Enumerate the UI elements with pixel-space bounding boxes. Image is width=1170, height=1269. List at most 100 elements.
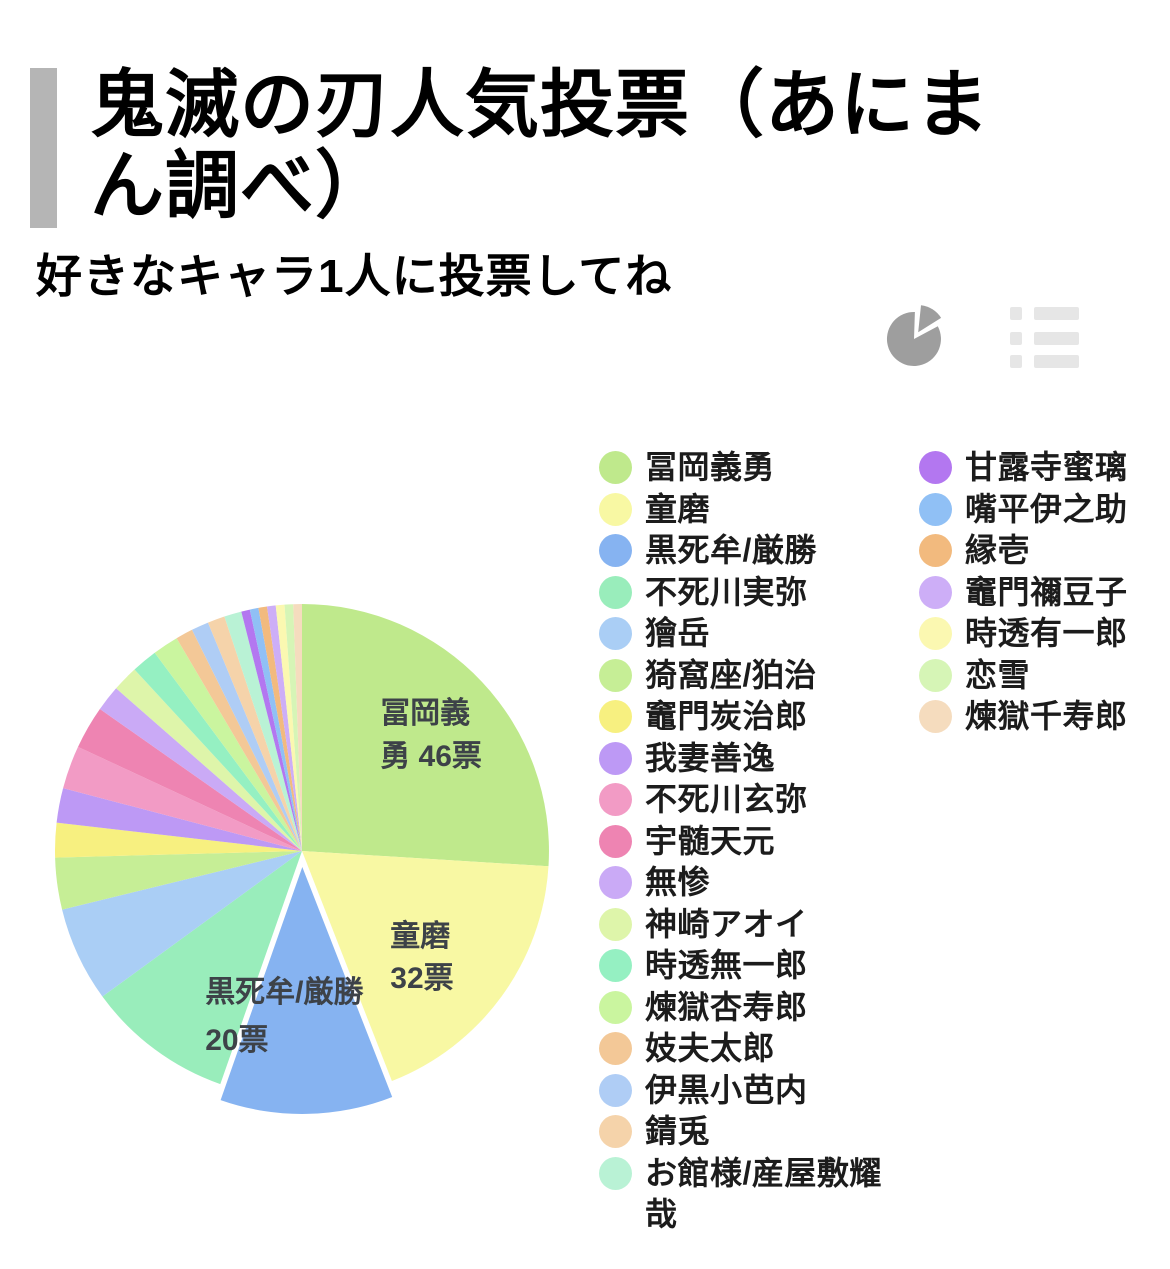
pie-slice-8[interactable] bbox=[56, 788, 302, 851]
title-accent-bar bbox=[30, 68, 57, 228]
legend-color-dot bbox=[599, 824, 632, 858]
pie-slice-label-2: 童磨 32票 bbox=[390, 919, 453, 995]
legend-color-dot bbox=[919, 700, 952, 733]
pie-slice-3[interactable] bbox=[220, 867, 393, 1114]
pie-slice-10[interactable] bbox=[78, 709, 302, 851]
pie-slice-18[interactable] bbox=[224, 611, 302, 851]
legend-column-1: 冨岡義勇童磨 黒死牟/厳勝不死川実弥 獪岳猗窩座/狛治 竈門炭治郎我妻善逸 不死川玄弥宇… bbox=[599, 447, 904, 1236]
page-title-line-1: 鬼滅の刃人気投票（あにま bbox=[90, 63, 990, 146]
list-icon bbox=[1006, 307, 1084, 371]
pie-slice-1[interactable] bbox=[302, 604, 549, 867]
legend-label: 黒死牟/厳勝 bbox=[645, 532, 817, 568]
legend-label: 縁壱 bbox=[965, 532, 1031, 568]
legend-color-dot bbox=[599, 783, 632, 816]
list-view-toggle-button[interactable] bbox=[1006, 298, 1084, 368]
legend-color-dot bbox=[599, 907, 632, 941]
legend-item-1[interactable]: 冨岡義勇 bbox=[599, 447, 904, 489]
pie-slice-21[interactable] bbox=[258, 606, 302, 852]
legend-label: 伊黒小芭内 bbox=[645, 1071, 808, 1108]
legend-color-dot bbox=[919, 575, 952, 609]
pie-slice-7[interactable] bbox=[55, 822, 302, 858]
legend-item-24[interactable]: 恋雪 bbox=[919, 655, 1164, 697]
legend-label: 猗窩座/狛治 bbox=[645, 656, 817, 693]
pie-slice-9[interactable] bbox=[63, 746, 302, 851]
pie-slice-20[interactable] bbox=[249, 607, 302, 851]
pie-slice-17[interactable] bbox=[208, 616, 302, 852]
pie-slice-14[interactable] bbox=[154, 638, 302, 851]
pie-slice-6[interactable] bbox=[55, 851, 302, 910]
pie-chart: 冨岡義勇 46票童磨 32票 黒死牟/厳勝 20票 bbox=[50, 598, 560, 1126]
legend-item-19[interactable]: 甘露寺蜜璃 bbox=[919, 447, 1164, 489]
legend-label: 甘露寺蜜璃 bbox=[965, 449, 1128, 485]
pie-slice-13[interactable] bbox=[134, 652, 303, 851]
legend-item-18[interactable]: お館様/産屋敷耀哉 bbox=[599, 1153, 904, 1236]
legend-color-dot bbox=[599, 700, 632, 733]
pie-slice-23[interactable] bbox=[275, 604, 302, 851]
legend-item-25[interactable]: 煉獄千寿郎 bbox=[919, 696, 1164, 738]
pie-view-toggle-button[interactable] bbox=[886, 298, 950, 368]
legend-color-dot bbox=[919, 492, 952, 526]
legend-column-2: 甘露寺蜜璃嘴平伊之助 縁壱竈門禰豆子 時透有一郎恋雪煉獄千寿郎 bbox=[919, 447, 1164, 738]
legend-item-20[interactable]: 嘴平伊之助 bbox=[919, 489, 1164, 531]
legend-color-dot bbox=[599, 492, 632, 526]
legend-color-dot bbox=[599, 534, 632, 567]
pie-slice-19[interactable] bbox=[241, 609, 302, 851]
legend-color-dot bbox=[599, 1073, 632, 1107]
legend-item-4[interactable]: 不死川実弥 bbox=[599, 572, 904, 614]
legend-item-21[interactable]: 縁壱 bbox=[919, 530, 1164, 572]
legend-item-11[interactable]: 無惨 bbox=[599, 862, 904, 904]
pie-slice-24[interactable] bbox=[284, 604, 303, 851]
pie-slice-5[interactable] bbox=[62, 851, 302, 997]
legend-item-7[interactable]: 竈門炭治郎 bbox=[599, 696, 904, 738]
legend-item-3[interactable]: 黒死牟/厳勝 bbox=[599, 530, 904, 572]
pie-slice-16[interactable] bbox=[192, 622, 302, 851]
legend-item-9[interactable]: 不死川玄弥 bbox=[599, 779, 904, 821]
legend-item-2[interactable]: 童磨 bbox=[599, 489, 904, 531]
legend-item-17[interactable]: 錆兎 bbox=[599, 1111, 904, 1153]
pie-slice-11[interactable] bbox=[99, 688, 303, 851]
legend-item-15[interactable]: 妓夫太郎 bbox=[599, 1028, 904, 1070]
legend-label: 獪岳 bbox=[645, 615, 711, 651]
legend-item-22[interactable]: 竈門禰豆子 bbox=[919, 572, 1164, 614]
legend-item-23[interactable]: 時透有一郎 bbox=[919, 613, 1164, 655]
legend-item-13[interactable]: 時透無一郎 bbox=[599, 945, 904, 987]
pie-slice-12[interactable] bbox=[116, 669, 302, 852]
legend-color-dot bbox=[919, 658, 952, 692]
legend-label: 時透有一郎 bbox=[965, 615, 1128, 651]
pie-slice-15[interactable] bbox=[176, 629, 302, 851]
pie-slice-label-3: 黒死牟/厳勝 20票 bbox=[205, 975, 364, 1057]
legend-label: 神崎アオイ bbox=[645, 905, 808, 942]
legend-label: 竈門炭治郎 bbox=[645, 698, 808, 734]
legend-item-14[interactable]: 煉獄杏寿郎 bbox=[599, 987, 904, 1029]
pie-slice-25[interactable] bbox=[293, 604, 302, 851]
legend-color-dot bbox=[599, 866, 632, 899]
legend-label: 妓夫太郎 bbox=[645, 1030, 776, 1066]
pie-slice-label-1: 冨岡義勇 46票 bbox=[380, 697, 482, 773]
page-subtitle: 好きなキャラ1人に投票してね bbox=[36, 250, 673, 302]
legend-color-dot bbox=[599, 949, 632, 982]
legend-label: 恋雪 bbox=[965, 656, 1031, 693]
legend-color-dot bbox=[919, 451, 952, 484]
legend-color-dot bbox=[599, 658, 632, 692]
legend-item-5[interactable]: 獪岳 bbox=[599, 613, 904, 655]
legend-label: 錆兎 bbox=[645, 1113, 711, 1149]
pie-slice-22[interactable] bbox=[267, 605, 302, 851]
legend-item-8[interactable]: 我妻善逸 bbox=[599, 738, 904, 780]
pie-slice-4[interactable] bbox=[102, 851, 303, 1085]
legend-label: 冨岡義勇 bbox=[645, 449, 776, 485]
page-title-line-2: ん調べ） bbox=[90, 144, 390, 227]
legend-color-dot bbox=[599, 741, 632, 775]
legend-label: お館様/産屋敷耀哉 bbox=[645, 1154, 882, 1233]
legend-color-dot bbox=[599, 1032, 632, 1065]
legend-label: 煉獄杏寿郎 bbox=[645, 988, 808, 1025]
legend-item-10[interactable]: 宇髄天元 bbox=[599, 821, 904, 863]
pie-slice-2[interactable] bbox=[302, 851, 549, 1081]
legend-color-dot bbox=[599, 451, 632, 484]
legend-label: 煉獄千寿郎 bbox=[965, 698, 1128, 734]
legend-item-6[interactable]: 猗窩座/狛治 bbox=[599, 655, 904, 697]
legend-item-16[interactable]: 伊黒小芭内 bbox=[599, 1070, 904, 1112]
legend-item-12[interactable]: 神崎アオイ bbox=[599, 904, 904, 946]
page-title: 鬼滅の刃人気投票（あにま ん調べ） bbox=[90, 64, 1140, 226]
legend-label: 無惨 bbox=[645, 864, 711, 900]
